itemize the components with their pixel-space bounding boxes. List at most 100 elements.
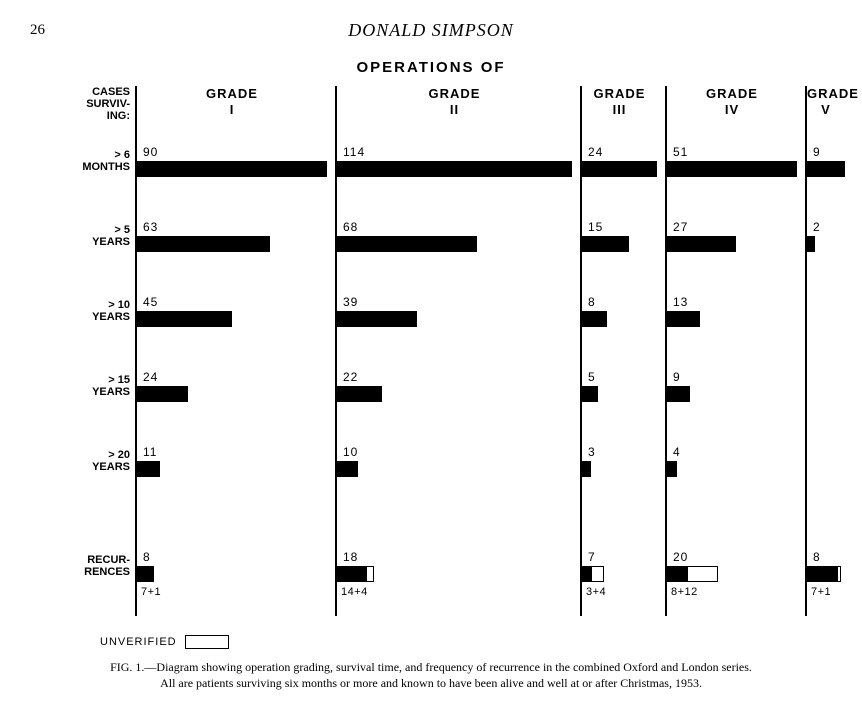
grade-header: GRADE IV [667, 86, 797, 119]
recurrence-bar: 8 [807, 566, 845, 582]
recurrence-bar: 7 [582, 566, 657, 582]
grade-header: GRADE V [807, 86, 845, 119]
bar-value-label: 9 [673, 370, 681, 384]
figure-caption: FIG. 1.—Diagram showing operation gradin… [30, 659, 832, 691]
bar-value-label: 51 [673, 145, 688, 159]
recurrence-unverified-fill [687, 566, 718, 582]
bar: 39 [337, 311, 572, 327]
bar-fill [137, 161, 327, 177]
recurrence-sum-label: 7+1 [811, 586, 831, 598]
bar-fill [667, 236, 736, 252]
bar-fill [137, 236, 270, 252]
recurrence-bar: 18 [337, 566, 572, 582]
author-name: DONALD SIMPSON [30, 20, 832, 41]
bar: 90 [137, 161, 327, 177]
recurrence-unverified-fill [837, 566, 841, 582]
grade-header: GRADE I [137, 86, 327, 119]
recurrence-value-label: 18 [343, 550, 358, 564]
bar: 9 [667, 386, 797, 402]
bar-fill [582, 461, 591, 477]
recurrence-value-label: 20 [673, 550, 688, 564]
recurrence-verified-fill [582, 566, 591, 582]
bar-value-label: 11 [143, 445, 157, 459]
bar-value-label: 24 [588, 145, 603, 159]
grade-column: GRADE III241585373+4 [580, 86, 657, 616]
bar: 8 [582, 311, 657, 327]
bar-value-label: 39 [343, 295, 358, 309]
bar-fill [667, 311, 700, 327]
recurrence-verified-fill [807, 566, 837, 582]
row-label: > 15 YEARS [92, 374, 130, 398]
bar-value-label: 90 [143, 145, 158, 159]
legend-swatch-unverified [185, 635, 229, 649]
bar-value-label: 5 [588, 370, 596, 384]
bar: 24 [582, 161, 657, 177]
recurrence-value-label: 8 [143, 550, 151, 564]
legend: UNVERIFIED [100, 635, 832, 649]
bar-value-label: 63 [143, 220, 158, 234]
bar: 15 [582, 236, 657, 252]
bar: 9 [807, 161, 845, 177]
recurrence-unverified-fill [366, 566, 374, 582]
recurrence-verified-fill [667, 566, 687, 582]
bar-fill [337, 311, 417, 327]
row-label: > 20 YEARS [92, 449, 130, 473]
recurrence-verified-fill [137, 566, 152, 582]
bar-fill [807, 236, 815, 252]
bar-fill [137, 461, 160, 477]
recurrence-bar: 20 [667, 566, 797, 582]
bar-value-label: 3 [588, 445, 596, 459]
bar-value-label: 4 [673, 445, 681, 459]
bar-value-label: 24 [143, 370, 158, 384]
page-number: 26 [30, 22, 45, 39]
bar-fill [807, 161, 845, 177]
bar-value-label: 68 [343, 220, 358, 234]
bar-fill [337, 386, 382, 402]
bar-fill [582, 311, 607, 327]
bar-fill [337, 161, 572, 177]
row-label: > 6 MONTHS [82, 149, 130, 173]
bar-value-label: 15 [588, 220, 603, 234]
bar-value-label: 45 [143, 295, 158, 309]
bar: 3 [582, 461, 657, 477]
bar-value-label: 22 [343, 370, 358, 384]
recurrence-unverified-fill [152, 566, 154, 582]
row-label: > 10 YEARS [92, 299, 130, 323]
bar-fill [582, 236, 629, 252]
bar: 27 [667, 236, 797, 252]
bar: 68 [337, 236, 572, 252]
bar-fill [582, 386, 598, 402]
bar-fill [667, 386, 690, 402]
bar-value-label: 2 [813, 220, 821, 234]
bar-fill [337, 461, 358, 477]
caption-line-2: All are patients surviving six months or… [160, 676, 702, 690]
legend-label: UNVERIFIED [100, 636, 177, 648]
bar-value-label: 27 [673, 220, 688, 234]
recurrence-sum-label: 7+1 [141, 586, 161, 598]
recurrence-value-label: 7 [588, 550, 596, 564]
bar-value-label: 13 [673, 295, 688, 309]
recurrence-verified-fill [337, 566, 366, 582]
bar: 2 [807, 236, 845, 252]
bar-value-label: 114 [343, 145, 365, 159]
bar-fill [137, 386, 188, 402]
bar: 45 [137, 311, 327, 327]
grade-column: GRADE IV 51 27 13 9 4 20 8+12 [665, 86, 797, 616]
row-label: > 5 YEARS [92, 224, 130, 248]
caption-line-1: FIG. 1.—Diagram showing operation gradin… [110, 660, 752, 674]
bar: 5 [582, 386, 657, 402]
grade-column: GRADE I 90 63 45 24 11 8 7+1 [135, 86, 327, 616]
bar: 10 [337, 461, 572, 477]
bar: 24 [137, 386, 327, 402]
bar-fill [667, 161, 797, 177]
bar: 63 [137, 236, 327, 252]
grade-column: GRADE V 9 2 8 7+1 [805, 86, 845, 616]
recurrence-sum-label: 8+12 [671, 586, 698, 598]
bar: 13 [667, 311, 797, 327]
recurrence-sum-label: 14+4 [341, 586, 368, 598]
row-header: CASES SURVIV- ING: [86, 86, 130, 122]
bar: 4 [667, 461, 797, 477]
bar-fill [337, 236, 477, 252]
bar: 114 [337, 161, 572, 177]
bar-value-label: 8 [588, 295, 596, 309]
